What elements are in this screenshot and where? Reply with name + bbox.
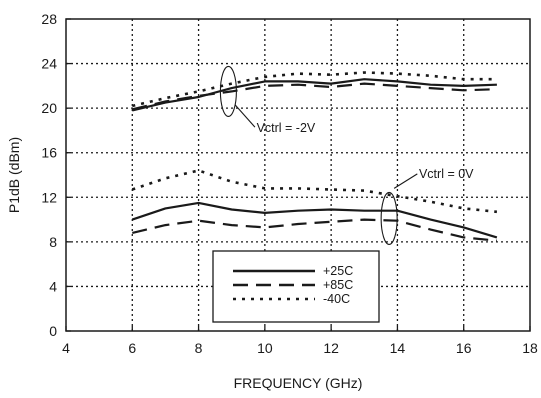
y-tick-label: 8 [49, 234, 57, 250]
series-lines [131, 71, 498, 242]
x-tick-label: 6 [128, 340, 136, 356]
y-tick-label: 20 [41, 100, 57, 116]
plot-frame [65, 18, 531, 332]
series-line-40C-Vctrl2V [132, 71, 497, 108]
series-line-85C-Vctrl0V [132, 218, 498, 242]
x-tick-label: 14 [390, 340, 406, 356]
y-tick-label: 0 [49, 323, 57, 339]
annotation-vctrl-neg2v: Vctrl = -2V [257, 121, 316, 135]
y-tick-label: 16 [41, 145, 57, 161]
y-tick-label: 24 [41, 56, 57, 72]
annotation-leader-vctrl-neg2v [234, 104, 256, 128]
annotation-leader-vctrl-0v [393, 173, 418, 189]
annotation-ellipse-vctrl-neg2v [219, 65, 237, 117]
annotation-vctrl-0v: Vctrl = 0V [419, 167, 474, 181]
x-tick-label: 18 [522, 340, 538, 356]
y-tick-label: 4 [49, 278, 57, 294]
series-line-85C-Vctrl2V [132, 82, 497, 111]
series-line-40C-Vctrl0V [131, 169, 498, 214]
legend-label: -40C [323, 292, 350, 306]
series-line-25C-Vctrl0V [131, 201, 498, 239]
y-axis-title: P1dB (dBm) [6, 137, 22, 213]
x-tick-label: 12 [323, 340, 339, 356]
x-tick-label: 8 [195, 340, 203, 356]
legend-box [212, 250, 380, 323]
legend: +25C+85C-40C [212, 250, 380, 323]
x-tick-label: 10 [257, 340, 273, 356]
annotation-ellipse-vctrl-0v [380, 191, 398, 246]
series-line-25C-Vctrl2V [132, 78, 497, 112]
x-axis-title: FREQUENCY (GHz) [234, 375, 363, 391]
x-tick-label: 16 [456, 340, 472, 356]
x-tick-label: 4 [62, 340, 70, 356]
y-tick-label: 12 [41, 189, 57, 205]
annotations: Vctrl = -2V Vctrl = 0V [219, 65, 474, 246]
y-tick-label: 28 [41, 11, 57, 27]
legend-label: +85C [323, 278, 353, 292]
legend-label: +25C [323, 264, 353, 278]
